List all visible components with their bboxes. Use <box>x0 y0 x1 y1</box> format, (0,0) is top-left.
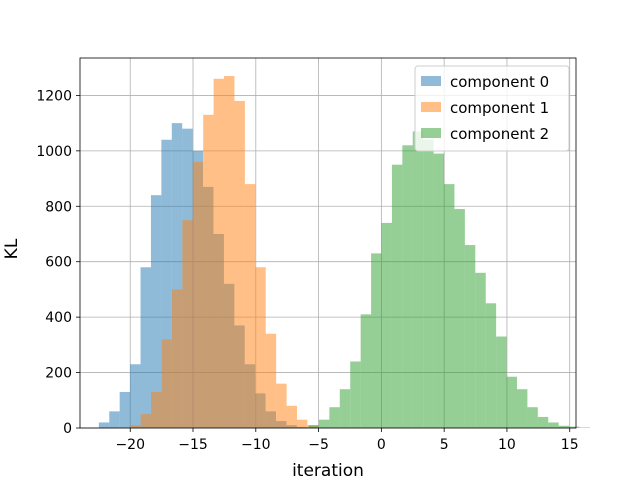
histogram-bar <box>171 123 183 428</box>
histogram-bar <box>558 425 570 428</box>
histogram-bar <box>296 419 308 428</box>
histogram-bar <box>265 333 277 428</box>
histogram-bars <box>98 76 590 429</box>
histogram-bar <box>255 267 266 428</box>
histogram-bar <box>433 153 445 428</box>
histogram-bar <box>150 195 162 428</box>
histogram-bar <box>360 314 372 428</box>
histogram-bar <box>213 78 225 429</box>
y-tick-label: 200 <box>45 366 72 382</box>
histogram-bar <box>381 222 392 428</box>
histogram-bar <box>130 364 141 428</box>
axis-ticks: −20 −15 −10 −5 0 5 10 15 0 200 400 600 800 1000 1200 <box>36 88 578 453</box>
histogram-bar <box>119 391 131 428</box>
legend-box <box>414 65 570 152</box>
y-tick-label: 0 <box>63 421 72 437</box>
histogram-bar <box>318 419 330 428</box>
legend-swatch <box>421 102 441 112</box>
histogram-bar <box>548 422 559 428</box>
histogram-bar <box>537 416 549 428</box>
x-tick-label: 10 <box>498 437 516 453</box>
histogram-bar <box>234 100 245 428</box>
legend-label: component 0 <box>450 73 549 91</box>
series-1 <box>130 76 318 429</box>
histogram-bar <box>98 422 110 428</box>
x-tick-label: −5 <box>308 437 329 453</box>
histogram-bar <box>140 267 151 428</box>
histogram-bar <box>161 139 172 428</box>
histogram-bar <box>579 427 590 428</box>
histogram-bar <box>423 139 434 428</box>
histogram-bar <box>350 361 361 428</box>
histogram-bar <box>339 389 351 428</box>
legend-swatch <box>421 76 441 86</box>
histogram-bar <box>506 376 517 428</box>
y-axis-label: KL <box>2 238 22 259</box>
histogram-bar <box>140 414 152 428</box>
histogram-bar <box>402 145 413 428</box>
x-tick-label: −15 <box>178 437 208 453</box>
legend: component 0 component 1 component 2 <box>414 65 570 152</box>
y-tick-label: 1000 <box>36 144 72 160</box>
histogram-bar <box>371 253 382 428</box>
legend-label: component 1 <box>450 99 549 117</box>
histogram-bar <box>444 184 455 428</box>
y-tick-label: 600 <box>45 255 72 271</box>
x-tick-label: −20 <box>115 437 145 453</box>
legend-label: component 2 <box>450 125 549 143</box>
histogram-bar <box>203 114 214 429</box>
histogram-bar <box>412 131 424 429</box>
y-tick-label: 800 <box>45 199 72 215</box>
histogram-bar <box>485 303 497 428</box>
histogram-bar <box>391 164 403 429</box>
histogram-bar <box>151 391 162 428</box>
histogram-bar <box>329 407 340 428</box>
plot-frame <box>79 57 577 429</box>
x-tick-label: −10 <box>241 437 271 453</box>
x-tick-label: 0 <box>377 437 386 453</box>
series-2 <box>308 131 590 429</box>
histogram-bar <box>454 209 465 428</box>
y-tick-label: 400 <box>45 310 72 326</box>
legend-swatch <box>421 128 441 138</box>
histogram-bar <box>516 389 528 428</box>
histogram-bar <box>308 425 319 428</box>
histogram-bar <box>276 383 287 428</box>
histogram-bar <box>182 220 193 428</box>
x-tick-label: 5 <box>440 437 449 453</box>
histogram-bar <box>171 289 183 428</box>
histogram-bar <box>464 245 476 428</box>
histogram-bar <box>569 426 580 428</box>
histogram-bar <box>475 272 486 428</box>
y-tick-label: 1200 <box>36 88 72 104</box>
histogram-bar <box>224 76 235 428</box>
histogram-bar <box>192 161 204 428</box>
histogram-bar <box>527 407 538 428</box>
histogram-bar <box>496 336 507 428</box>
histogram-bar <box>130 425 141 428</box>
histogram-bar <box>244 184 256 428</box>
histogram-bar <box>286 405 297 428</box>
x-axis-label: iteration <box>292 461 364 480</box>
x-tick-label: 15 <box>561 437 579 453</box>
histogram-bar <box>161 339 172 428</box>
histogram-bar <box>109 411 120 428</box>
